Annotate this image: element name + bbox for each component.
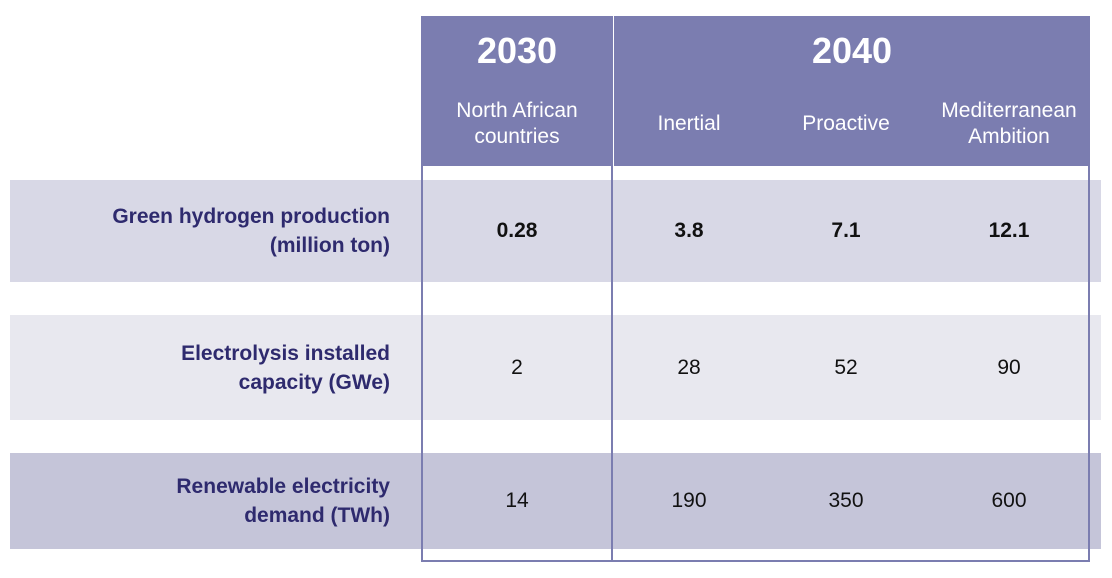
cell-renewable-inertial: 190 bbox=[671, 489, 707, 512]
cell-renewable-proactive: 350 bbox=[828, 489, 864, 512]
row-label-renewable: Renewable electricity demand (TWh) bbox=[176, 475, 390, 527]
cell-electrolysis-mediterranean: 90 bbox=[997, 355, 1021, 379]
frame-bottom-line bbox=[421, 560, 1090, 562]
year-2040: 2040 bbox=[811, 30, 893, 71]
cell-green-hydrogen-inertial: 3.8 bbox=[674, 219, 704, 242]
header-2030-bg bbox=[422, 16, 612, 166]
cell-electrolysis-proactive: 52 bbox=[834, 355, 858, 379]
cell-green-hydrogen-2030: 0.28 bbox=[496, 219, 538, 242]
row-band-green-hydrogen bbox=[10, 180, 1101, 282]
cell-electrolysis-2030: 2 bbox=[511, 355, 523, 379]
row-band-renewable bbox=[10, 453, 1101, 549]
frame-left-line bbox=[421, 16, 423, 562]
row-band-electrolysis bbox=[10, 315, 1101, 420]
year-2030: 2030 bbox=[476, 30, 558, 71]
cell-green-hydrogen-mediterranean: 12.1 bbox=[988, 219, 1030, 242]
header-2040-bg bbox=[614, 16, 1090, 166]
frame-right-line bbox=[1088, 16, 1090, 562]
frame-divider-line bbox=[611, 16, 613, 562]
row-label-green-hydrogen: Green hydrogen production (million ton) bbox=[112, 205, 390, 257]
cell-green-hydrogen-proactive: 7.1 bbox=[831, 219, 861, 242]
col-header-north-african-countries: North African countries bbox=[456, 99, 578, 148]
col-header-inertial: Inertial bbox=[657, 112, 721, 135]
col-header-proactive: Proactive bbox=[802, 112, 890, 135]
cell-electrolysis-inertial: 28 bbox=[677, 355, 701, 379]
cell-renewable-2030: 14 bbox=[505, 489, 529, 512]
row-label-electrolysis: Electrolysis installed capacity (GWe) bbox=[181, 341, 390, 394]
cell-renewable-mediterranean: 600 bbox=[991, 489, 1027, 512]
col-header-mediterranean-ambition: Mediterranean Ambition bbox=[941, 99, 1077, 148]
